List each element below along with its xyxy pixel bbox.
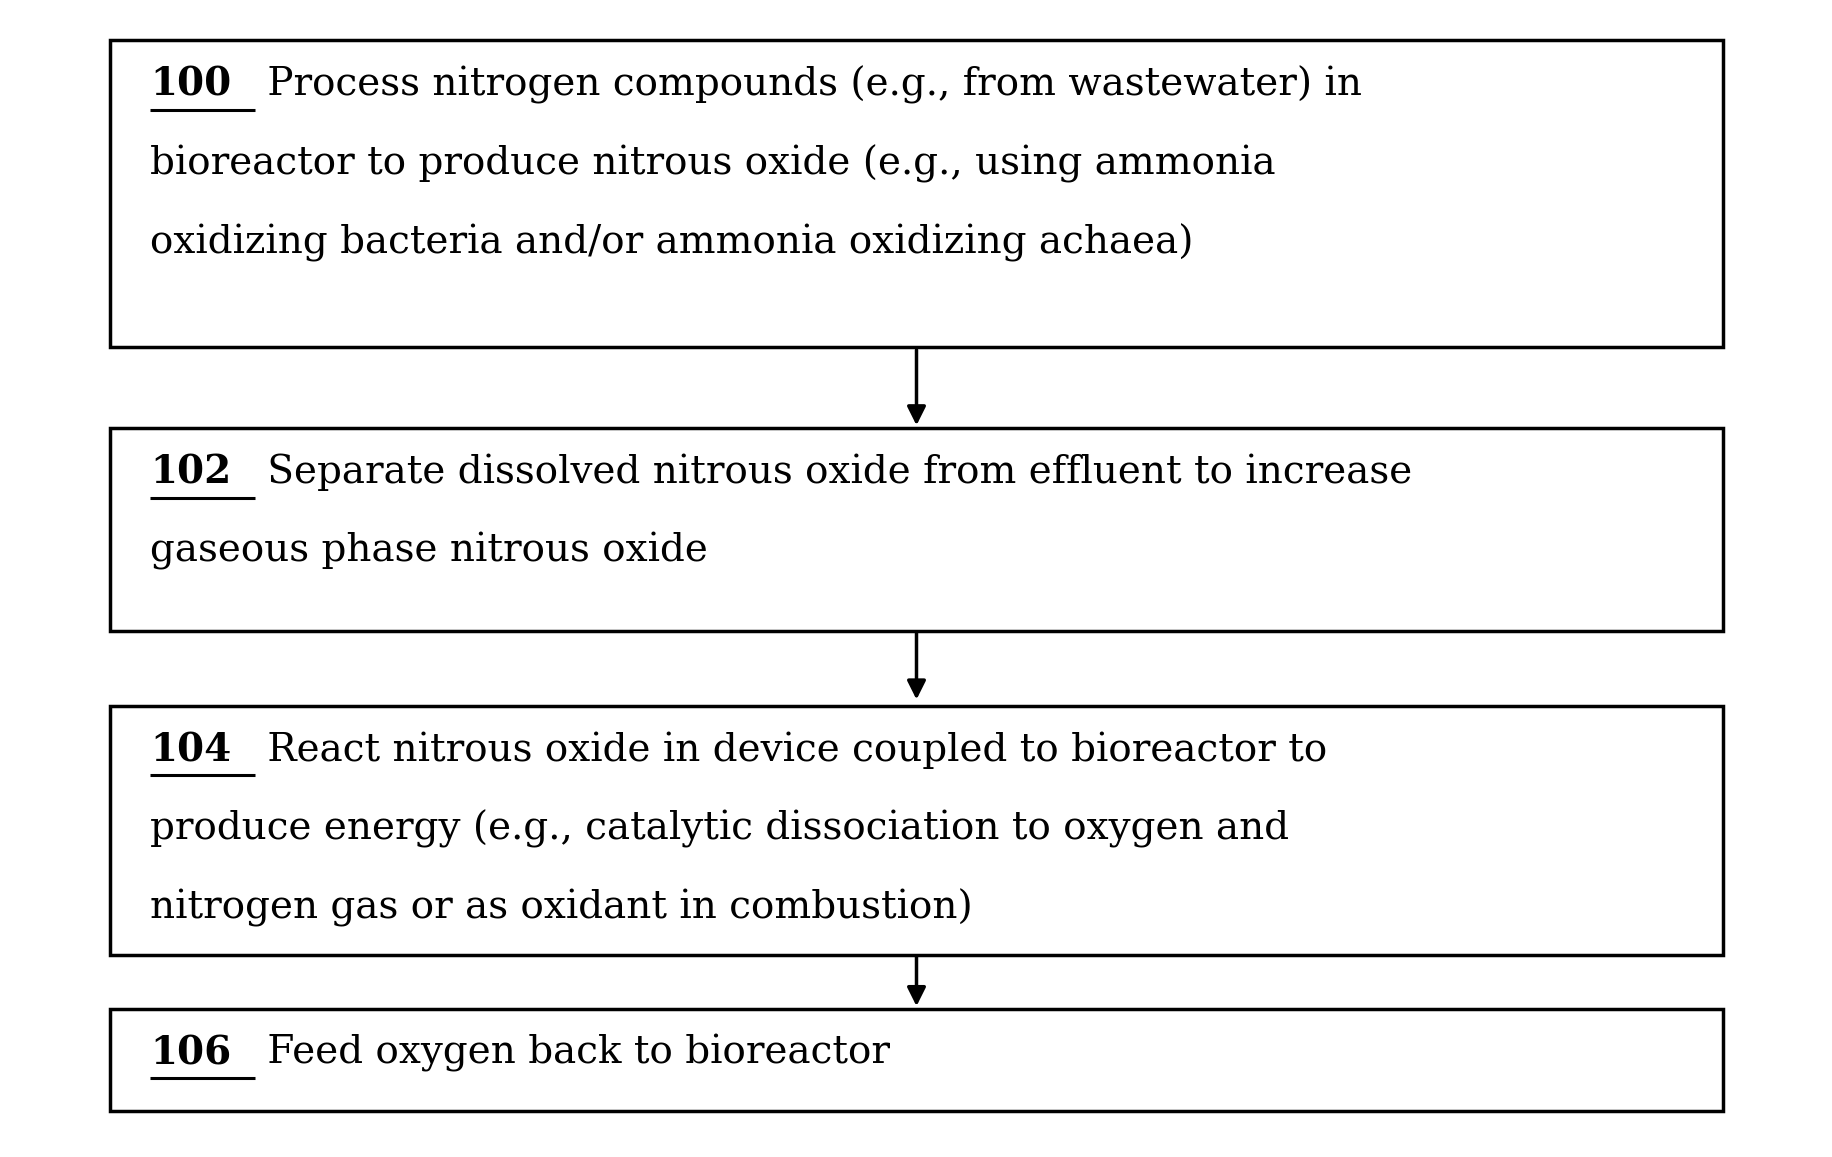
Bar [110,428,1722,631]
Text: Feed oxygen back to bioreactor: Feed oxygen back to bioreactor [255,1034,890,1073]
Text: React nitrous oxide in device coupled to bioreactor to: React nitrous oxide in device coupled to… [255,731,1326,768]
Text: 102: 102 [150,454,231,492]
Text: Process nitrogen compounds (e.g., from wastewater) in: Process nitrogen compounds (e.g., from w… [255,66,1361,104]
Text: 106: 106 [150,1034,231,1073]
Bar [110,706,1722,955]
Text: Separate dissolved nitrous oxide from effluent to increase: Separate dissolved nitrous oxide from ef… [255,454,1412,491]
Bar [110,40,1722,347]
Text: produce energy (e.g., catalytic dissociation to oxygen and: produce energy (e.g., catalytic dissocia… [150,810,1288,848]
Text: bioreactor to produce nitrous oxide (e.g., using ammonia: bioreactor to produce nitrous oxide (e.g… [150,145,1275,183]
Text: 104: 104 [150,731,231,769]
Text: oxidizing bacteria and/or ammonia oxidizing achaea): oxidizing bacteria and/or ammonia oxidiz… [150,223,1193,261]
Text: gaseous phase nitrous oxide: gaseous phase nitrous oxide [150,532,707,570]
Text: nitrogen gas or as oxidant in combustion): nitrogen gas or as oxidant in combustion… [150,889,973,927]
Text: 100: 100 [150,66,231,104]
Bar [110,1009,1722,1111]
